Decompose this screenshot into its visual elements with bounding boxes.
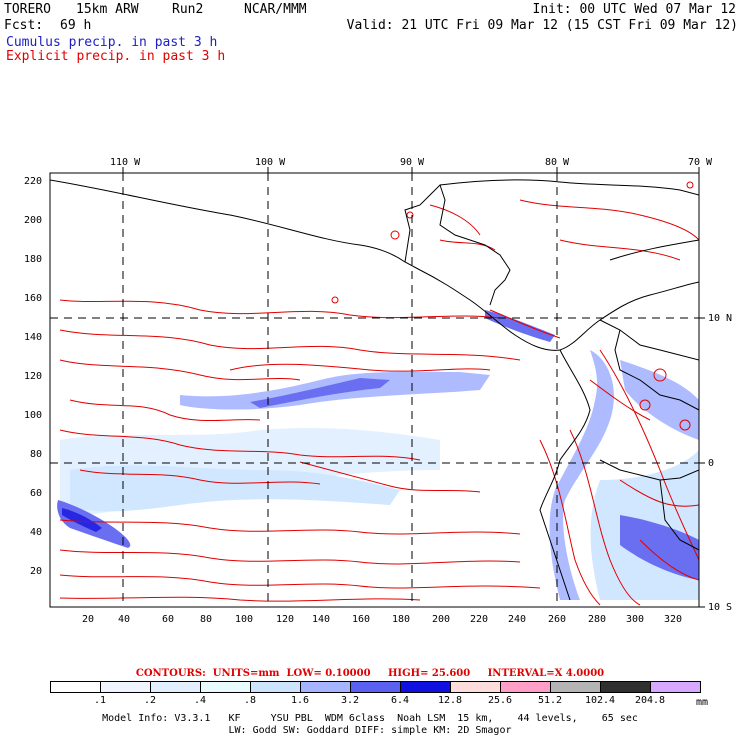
colorbar-swatch — [400, 681, 451, 693]
x-label: 140 — [312, 614, 331, 625]
lon-label-70w: 70 W — [688, 157, 713, 168]
y-label: 120 — [24, 371, 43, 382]
contours-info: CONTOURS: UNITS=mm LOW= 0.10000 HIGH= 25… — [0, 668, 740, 679]
colorbar-label: .4 — [193, 695, 207, 706]
central-america-blob — [485, 310, 555, 342]
colorbar-swatch — [550, 681, 601, 693]
colorbar-label: 1.6 — [290, 695, 310, 706]
sw-core — [62, 508, 102, 532]
y-label: 40 — [30, 527, 43, 538]
colorbar-swatch — [150, 681, 201, 693]
colorbar-swatch — [350, 681, 401, 693]
colorbar-label: 25.6 — [487, 695, 513, 706]
lon-label-90w: 90 W — [400, 157, 425, 168]
colorbar-label: 6.4 — [390, 695, 410, 706]
x-label: 280 — [588, 614, 607, 625]
colorbar-swatch — [50, 681, 101, 693]
colorbar-unit: mm — [696, 697, 709, 708]
colorbar-label: 204.8 — [634, 695, 666, 706]
colorbar-swatch — [650, 681, 701, 693]
x-label: 320 — [664, 614, 683, 625]
cumulus-field-title: Cumulus precip. in past 3 h — [6, 35, 218, 50]
x-label: 260 — [548, 614, 567, 625]
colorbar-label: 12.8 — [437, 695, 463, 706]
colorbar-swatch — [100, 681, 151, 693]
y-label: 80 — [30, 449, 43, 460]
x-label: 240 — [508, 614, 527, 625]
x-label: 100 — [235, 614, 254, 625]
y-label: 180 — [24, 254, 43, 265]
y-label: 220 — [24, 176, 43, 187]
org-label: NCAR/MMM — [244, 2, 307, 17]
y-label: 160 — [24, 293, 43, 304]
colorbar-swatch — [200, 681, 251, 693]
colorbar-swatch — [300, 681, 351, 693]
map-frame — [49, 172, 700, 608]
y-label: 20 — [30, 566, 43, 577]
contours-label: CONTOURS: — [135, 668, 206, 679]
colorbar-swatch — [450, 681, 501, 693]
model-name: TORERO — [4, 2, 51, 17]
colorbar-label: 51.2 — [537, 695, 563, 706]
y-label: 200 — [24, 215, 43, 226]
colorbar-label: .1 — [93, 695, 107, 706]
x-label: 40 — [118, 614, 131, 625]
init-time: Init: 00 UTC Wed 07 Mar 12 — [532, 2, 737, 17]
x-label: 80 — [200, 614, 213, 625]
y-label: 100 — [24, 410, 43, 421]
x-label: 180 — [392, 614, 411, 625]
x-label: 160 — [352, 614, 371, 625]
lat-label-0: 0 — [708, 458, 715, 469]
colorbar-label: 102.4 — [584, 695, 616, 706]
colorbar-label: .8 — [243, 695, 257, 706]
resolution-label: 15km ARW — [76, 2, 139, 17]
itcz-band-south-mid — [70, 465, 400, 512]
y-label: 60 — [30, 488, 43, 499]
lat-label-10s: 10 S — [708, 602, 733, 613]
x-label: 60 — [162, 614, 175, 625]
colorbar-label: .2 — [143, 695, 157, 706]
x-label: 120 — [276, 614, 295, 625]
x-label: 300 — [626, 614, 645, 625]
colombia-blob — [620, 360, 699, 440]
forecast-hour: 69 h — [60, 18, 92, 33]
contours-low: LOW= 0.10000 — [286, 668, 371, 679]
contours-units: UNITS=mm — [212, 668, 280, 679]
valid-time: Valid: 21 UTC Fri 09 Mar 12 (15 CST Fri … — [346, 18, 738, 33]
cumulus-shading — [57, 310, 699, 600]
lon-label-110w: 110 W — [110, 157, 141, 168]
x-label: 200 — [432, 614, 451, 625]
model-info-line2: LW: Godd SW: Goddard DIFF: simple KM: 2D… — [228, 725, 512, 736]
lon-label-80w: 80 W — [545, 157, 570, 168]
contours-interval: INTERVAL=X 4.0000 — [487, 668, 605, 679]
model-info-line1: Model Info: V3.3.1 KF YSU PBL WDM 6class… — [102, 713, 638, 724]
colorbar-label: 3.2 — [340, 695, 360, 706]
axis-ticks — [122, 167, 705, 608]
sa-coast-band — [549, 350, 614, 600]
coastlines — [50, 179, 699, 601]
sa-interior-core — [620, 515, 699, 580]
colorbar-swatch — [250, 681, 301, 693]
x-label: 20 — [82, 614, 95, 625]
map-content — [50, 173, 699, 607]
itcz-core-north — [250, 378, 390, 408]
latlon-grid — [50, 173, 699, 607]
y-label: 140 — [24, 332, 43, 343]
explicit-field-title: Explicit precip. in past 3 h — [6, 49, 226, 64]
x-label: 220 — [470, 614, 489, 625]
contours-high: HIGH= 25.600 — [387, 668, 471, 679]
lon-label-100w: 100 W — [255, 157, 286, 168]
colorbar-swatch — [600, 681, 651, 693]
run-label: Run2 — [172, 2, 204, 17]
colorbar-swatch — [500, 681, 551, 693]
forecast-label: Fcst: — [4, 18, 44, 33]
lat-label-10n: 10 N — [708, 313, 733, 324]
explicit-contours — [59, 181, 699, 606]
